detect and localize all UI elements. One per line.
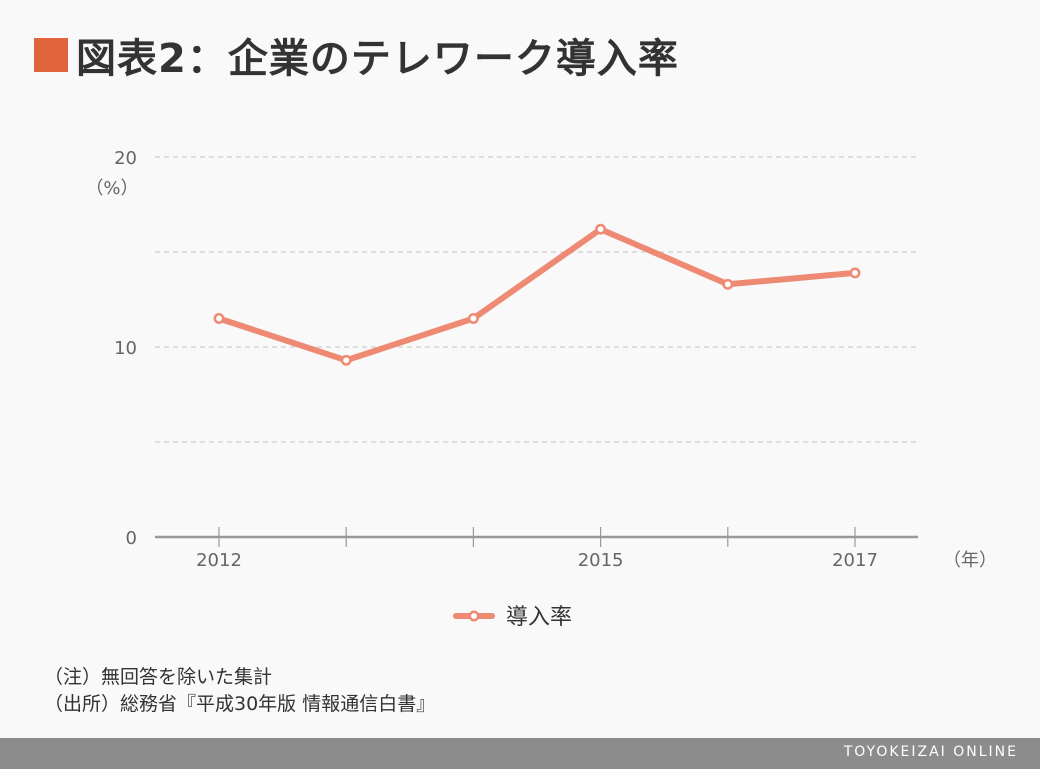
data-point (722, 278, 734, 290)
legend-marker-swatch (468, 610, 480, 622)
data-point (849, 267, 861, 279)
data-point (213, 313, 225, 324)
notes: （注）無回答を除いた集計 （出所）総務省『平成30年版 情報通信白書』 (44, 664, 435, 718)
source-line: （出所）総務省『平成30年版 情報通信白書』 (44, 693, 436, 715)
y-tick-label: 0 (126, 528, 137, 549)
legend-label: 導入率 (506, 605, 572, 630)
series-line (216, 226, 858, 364)
y-unit-label: （%） (85, 178, 138, 199)
line-chart: 0 10 20 （%） 2012 2015 2017 （年） 導入率 (85, 148, 997, 630)
title-marker-square (34, 38, 68, 72)
chart-title-row: 図表2：企業のテレワーク導入率 (34, 26, 679, 84)
footer-brand: TOYOKEIZAI ONLINE (843, 744, 1018, 760)
y-tick-label: 20 (114, 148, 137, 169)
data-point (595, 223, 607, 235)
footer-bar: TOYOKEIZAI ONLINE (0, 738, 1040, 769)
data-point (467, 313, 479, 324)
x-tick-label: 2017 (832, 550, 878, 571)
data-point (340, 354, 352, 366)
chart-title: 図表2：企業のテレワーク導入率 (76, 36, 679, 82)
x-tick-label: 2015 (578, 550, 624, 571)
y-tick-label: 10 (114, 338, 137, 359)
note-line: （注）無回答を除いた集計 (44, 666, 273, 688)
x-tick-label: 2012 (196, 550, 242, 571)
x-unit-label: （年） (943, 550, 997, 571)
